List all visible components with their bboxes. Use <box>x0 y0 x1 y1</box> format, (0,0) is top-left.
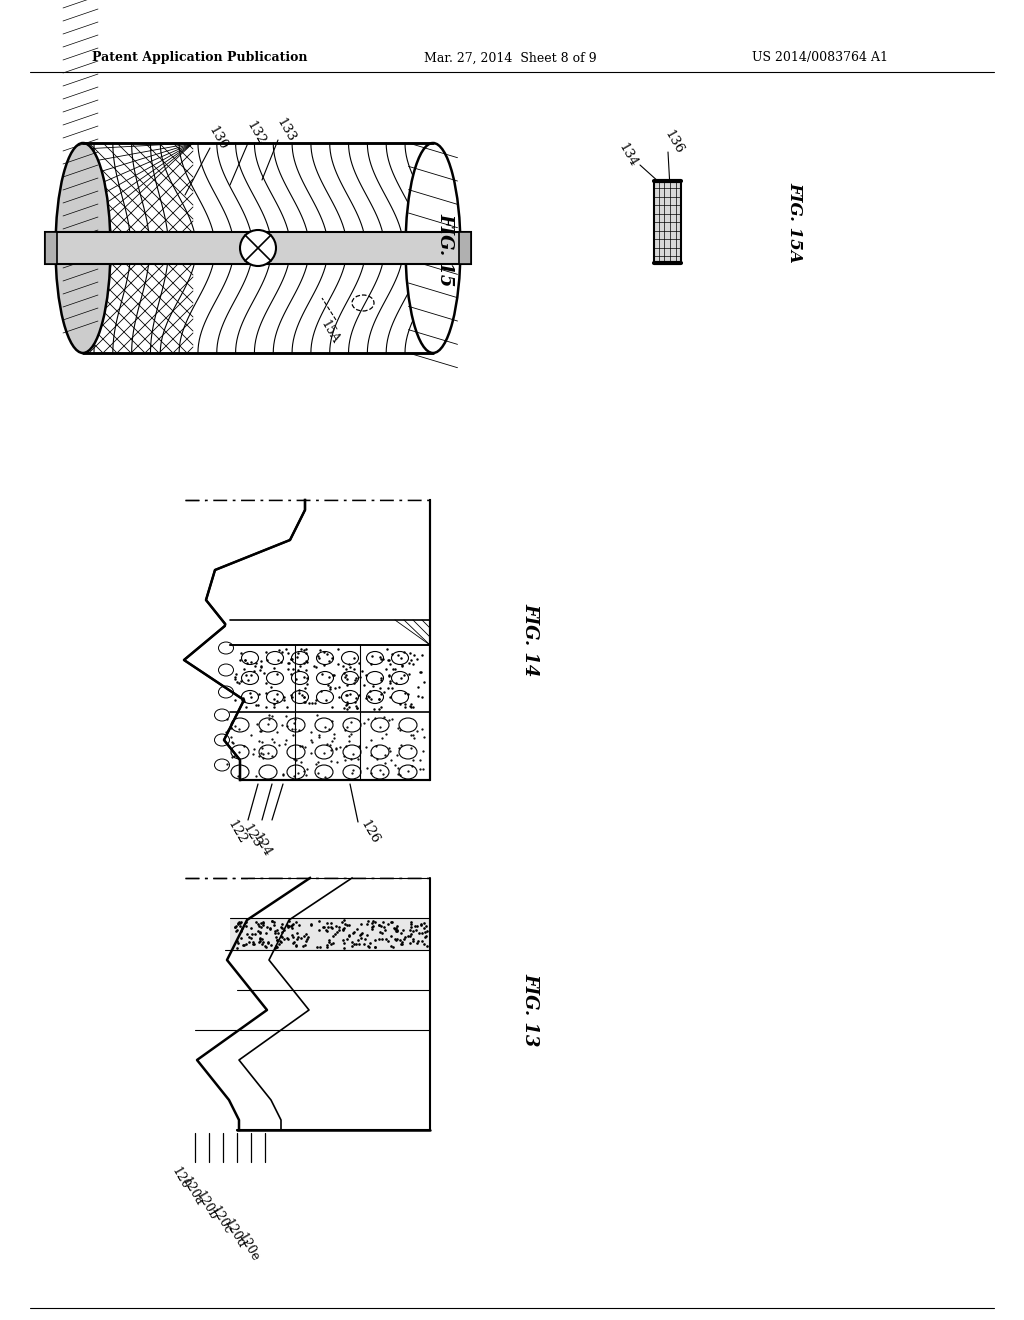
Text: 132: 132 <box>244 119 268 148</box>
Polygon shape <box>248 878 430 917</box>
Polygon shape <box>195 1030 430 1130</box>
Text: 120d: 120d <box>221 1217 248 1251</box>
Text: 120: 120 <box>169 1164 193 1192</box>
Text: 136: 136 <box>663 128 686 156</box>
Polygon shape <box>237 990 430 1030</box>
Ellipse shape <box>240 230 276 267</box>
Text: FIG. 15: FIG. 15 <box>436 214 454 286</box>
Text: 122: 122 <box>225 818 249 846</box>
Text: 134: 134 <box>616 141 640 169</box>
Polygon shape <box>225 950 430 990</box>
Text: 133: 133 <box>274 116 298 144</box>
Text: 126: 126 <box>358 818 382 846</box>
Text: 120a: 120a <box>179 1175 206 1209</box>
Text: 123: 123 <box>240 822 264 850</box>
Ellipse shape <box>406 143 461 352</box>
Polygon shape <box>459 232 471 264</box>
Ellipse shape <box>55 143 111 352</box>
Text: FIG. 15A: FIG. 15A <box>786 182 804 263</box>
Text: 15A: 15A <box>318 318 342 346</box>
Text: 120e: 120e <box>236 1232 262 1265</box>
Polygon shape <box>653 181 681 263</box>
Text: US 2014/0083764 A1: US 2014/0083764 A1 <box>752 51 888 65</box>
Polygon shape <box>45 232 471 264</box>
Text: 120b: 120b <box>194 1189 220 1222</box>
Text: Mar. 27, 2014  Sheet 8 of 9: Mar. 27, 2014 Sheet 8 of 9 <box>424 51 596 65</box>
Text: Patent Application Publication: Patent Application Publication <box>92 51 308 65</box>
Polygon shape <box>206 500 430 620</box>
Text: 124: 124 <box>250 830 273 859</box>
Polygon shape <box>45 232 57 264</box>
Polygon shape <box>185 645 430 780</box>
Text: FIG. 14: FIG. 14 <box>521 603 539 677</box>
Text: 120c: 120c <box>208 1204 234 1237</box>
Text: FIG. 13: FIG. 13 <box>521 973 539 1047</box>
Polygon shape <box>83 143 433 352</box>
Polygon shape <box>203 620 430 645</box>
Polygon shape <box>230 917 430 950</box>
Text: 130: 130 <box>206 124 230 152</box>
